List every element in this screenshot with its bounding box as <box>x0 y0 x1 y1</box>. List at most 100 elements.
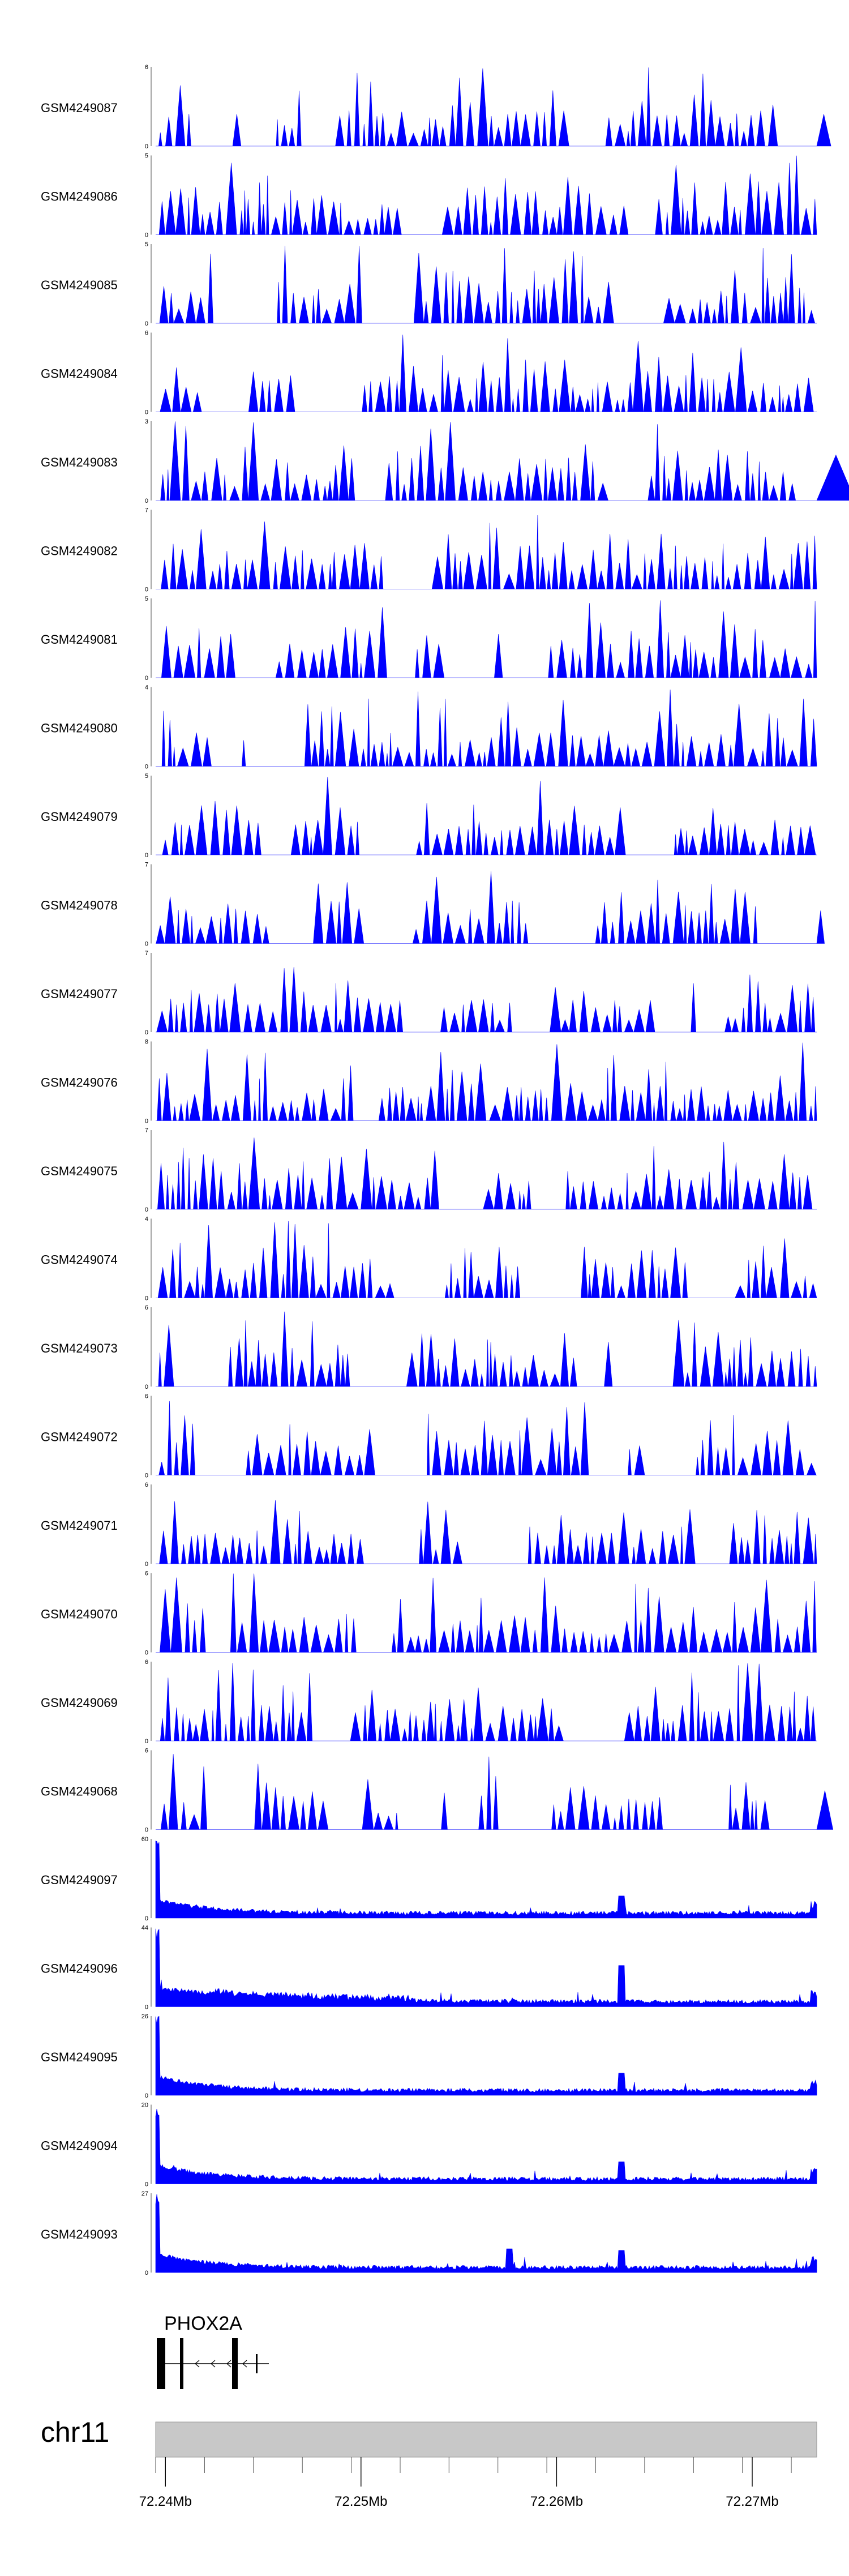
y-max-label: 8 <box>145 1039 148 1046</box>
strand-arrow <box>195 2360 200 2368</box>
track-label: GSM4249082 <box>41 544 118 558</box>
y-min-label: 0 <box>145 1915 148 1922</box>
track-GSM4249086: GSM4249086 5 0 <box>41 153 817 239</box>
track-label: GSM4249094 <box>41 2139 118 2153</box>
track-label: GSM4249087 <box>41 101 118 115</box>
y-max-label: 6 <box>145 1748 148 1755</box>
signal-area <box>156 67 831 147</box>
track-GSM4249087: GSM4249087 6 0 <box>41 64 831 150</box>
track-label: GSM4249085 <box>41 278 118 292</box>
y-min-label: 0 <box>145 1561 148 1568</box>
y-max-label: 6 <box>145 1304 148 1311</box>
y-min-label: 0 <box>145 1473 148 1479</box>
gene-exon <box>180 2338 183 2389</box>
track-label: GSM4249071 <box>41 1518 118 1533</box>
track-GSM4249068: GSM4249068 6 0 <box>41 1748 834 1834</box>
y-min-label: 0 <box>145 498 148 504</box>
chromosome-label: chr11 <box>41 2416 109 2448</box>
gene-annotation-panel: PHOX2A <box>157 2313 269 2389</box>
track-label: GSM4249083 <box>41 455 118 469</box>
signal-area <box>156 1754 834 1830</box>
track-GSM4249079: GSM4249079 5 0 <box>41 773 817 859</box>
y-min-label: 0 <box>145 1827 148 1834</box>
signal-area <box>156 335 817 412</box>
y-min-label: 0 <box>145 2004 148 2011</box>
track-GSM4249074: GSM4249074 4 0 <box>41 1216 817 1302</box>
signal-area <box>156 246 817 324</box>
track-label: GSM4249093 <box>41 2227 118 2241</box>
y-min-label: 0 <box>145 2270 148 2277</box>
signal-area <box>156 421 849 501</box>
signal-area <box>156 1311 817 1387</box>
y-min-label: 0 <box>145 1029 148 1036</box>
signal-area <box>156 1137 817 1210</box>
track-label: GSM4249068 <box>41 1785 118 1799</box>
x-tick-label: 72.27Mb <box>726 2494 778 2509</box>
signal-area <box>155 2109 817 2184</box>
track-label: GSM4249074 <box>41 1253 118 1267</box>
y-max-label: 7 <box>145 950 148 957</box>
y-min-label: 0 <box>145 941 148 948</box>
y-min-label: 0 <box>145 675 148 682</box>
track-GSM4249076: GSM4249076 8 0 <box>41 1039 817 1125</box>
track-label: GSM4249077 <box>41 987 118 1001</box>
x-tick-label: 72.24Mb <box>139 2494 192 2509</box>
y-max-label: 27 <box>142 2190 148 2197</box>
y-min-label: 0 <box>145 1295 148 1302</box>
y-max-label: 6 <box>145 1571 148 1577</box>
signal-area <box>156 777 817 855</box>
y-max-label: 6 <box>145 1482 148 1488</box>
y-max-label: 6 <box>145 64 148 71</box>
y-min-label: 0 <box>145 409 148 416</box>
track-label: GSM4249079 <box>41 810 118 824</box>
track-GSM4249084: GSM4249084 6 0 <box>41 330 817 416</box>
track-GSM4249078: GSM4249078 7 0 <box>41 862 825 948</box>
track-GSM4249073: GSM4249073 6 0 <box>41 1304 817 1390</box>
strand-arrow <box>242 2360 247 2368</box>
y-min-label: 0 <box>145 852 148 859</box>
y-max-label: 60 <box>142 1836 148 1843</box>
y-max-label: 7 <box>145 862 148 868</box>
signal-area <box>156 1042 817 1121</box>
track-GSM4249096: GSM4249096 44 0 <box>41 1925 817 2011</box>
track-GSM4249093: GSM4249093 27 0 <box>41 2190 817 2277</box>
y-min-label: 0 <box>145 1118 148 1125</box>
gene-label: PHOX2A <box>164 2313 242 2334</box>
strand-arrow <box>226 2360 231 2368</box>
x-tick-label: 72.25Mb <box>335 2494 387 2509</box>
signal-area <box>155 1841 817 1919</box>
gene-exon <box>232 2338 238 2389</box>
signal-area <box>156 1663 817 1741</box>
y-min-label: 0 <box>145 1384 148 1390</box>
track-GSM4249077: GSM4249077 7 0 <box>41 950 817 1036</box>
y-min-label: 0 <box>145 1206 148 1213</box>
x-tick-label: 72.26Mb <box>530 2494 583 2509</box>
track-label: GSM4249069 <box>41 1696 118 1710</box>
signal-area <box>155 2016 817 2096</box>
track-label: GSM4249078 <box>41 898 118 913</box>
chromosome-bar <box>155 2421 817 2458</box>
genome-axis: 72.24Mb 72.25Mb 72.26Mb 72.27Mb <box>139 2457 792 2509</box>
track-label: GSM4249097 <box>41 1873 118 1887</box>
y-max-label: 3 <box>145 418 148 425</box>
y-max-label: 7 <box>145 507 148 514</box>
gene-exon <box>256 2354 258 2373</box>
signal-area <box>156 967 817 1033</box>
track-label: GSM4249076 <box>41 1076 118 1090</box>
track-GSM4249082: GSM4249082 7 0 <box>41 507 817 593</box>
y-max-label: 4 <box>145 1216 148 1223</box>
y-max-label: 20 <box>142 2102 148 2109</box>
track-label: GSM4249086 <box>41 190 118 204</box>
y-min-label: 0 <box>145 2093 148 2099</box>
signal-area <box>156 1500 817 1564</box>
track-label: GSM4249084 <box>41 367 118 381</box>
track-GSM4249071: GSM4249071 6 0 <box>41 1482 817 1568</box>
signal-area <box>155 2194 817 2273</box>
y-min-label: 0 <box>145 320 148 327</box>
chromosome-panel: chr11 72.24Mb 72.25Mb 72.26Mb 72.27Mb <box>41 2416 817 2509</box>
signal-area <box>156 1573 817 1653</box>
gene-model-phox2a <box>157 2338 269 2389</box>
signal-area <box>156 515 817 589</box>
y-min-label: 0 <box>145 764 148 771</box>
signal-area <box>155 1928 817 2007</box>
